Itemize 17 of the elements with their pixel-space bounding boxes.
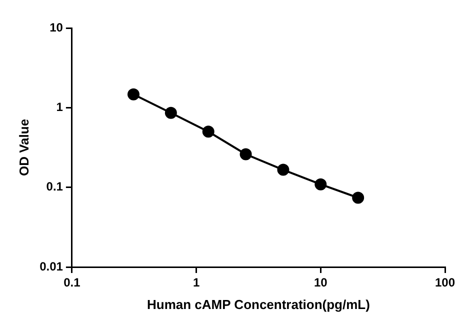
point — [202, 126, 214, 138]
point — [314, 178, 327, 190]
point — [277, 164, 290, 176]
y-tick-label: 0.1 — [46, 180, 64, 194]
point — [352, 192, 364, 204]
y-tick-label: 10 — [50, 20, 64, 34]
point — [240, 148, 252, 160]
x-tick-label: 10 — [314, 276, 328, 290]
point — [164, 106, 177, 119]
y-tick-label: 1 — [56, 100, 64, 114]
x-tick-label: 0.1 — [64, 276, 81, 290]
x-tick-label: 100 — [434, 276, 456, 290]
point — [127, 88, 140, 100]
x-axis-title: Human cAMP Concentration(pg/mL) — [147, 296, 370, 312]
y-tick-label: 0.01 — [40, 259, 64, 274]
y-axis-title: OD Value — [16, 118, 32, 176]
x-tick-label: 1 — [192, 276, 200, 290]
